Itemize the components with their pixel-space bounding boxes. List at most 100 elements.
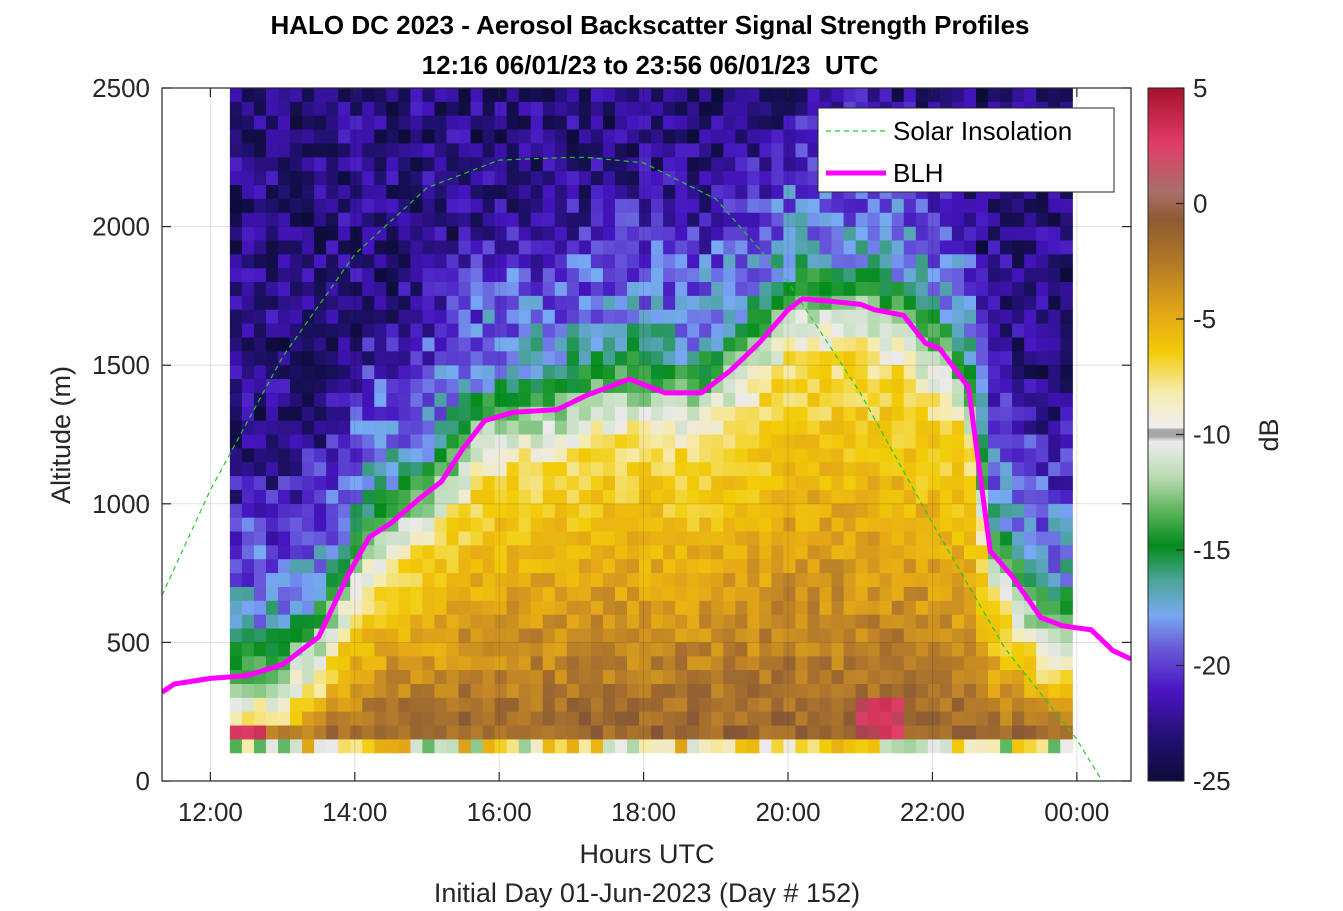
heatmap-cell [374, 406, 387, 421]
heatmap-cell [795, 614, 809, 629]
heatmap-cell [290, 711, 303, 726]
heatmap-cell [951, 738, 965, 754]
heatmap-cell [783, 392, 797, 407]
heatmap-cell [590, 724, 604, 740]
heatmap-cell [675, 336, 688, 352]
heatmap-cell [711, 433, 724, 449]
heatmap-cell [915, 295, 929, 310]
heatmap-cell [939, 641, 953, 657]
heatmap-cell [843, 253, 857, 269]
heatmap-cell [819, 586, 833, 601]
heatmap-cell [253, 683, 267, 698]
heatmap-cell [891, 627, 905, 643]
heatmap-cell [1024, 88, 1037, 102]
heatmap-cell [229, 600, 243, 615]
heatmap-cell [566, 669, 580, 684]
heatmap-cell [241, 420, 255, 435]
heatmap-cell [1048, 239, 1061, 255]
heatmap-cell [723, 198, 736, 213]
heatmap-cell [651, 364, 664, 380]
heatmap-cell [446, 627, 460, 643]
heatmap-cell [687, 544, 700, 560]
heatmap-cell [434, 142, 448, 158]
heatmap-cell [362, 655, 375, 671]
heatmap-cell [939, 88, 953, 102]
heatmap-cell [939, 697, 953, 712]
heatmap-cell [819, 697, 833, 712]
heatmap-cell [795, 669, 809, 684]
heatmap-cell [470, 475, 484, 490]
heatmap-cell [627, 655, 640, 671]
heatmap-cell [687, 295, 700, 310]
heatmap-cell [891, 600, 905, 615]
heatmap-cell [241, 683, 255, 698]
heatmap-cell [422, 572, 436, 587]
heatmap-cell [338, 530, 351, 546]
heatmap-cell [891, 226, 905, 241]
heatmap-cell [614, 711, 628, 726]
heatmap-cell [807, 115, 821, 130]
heatmap-cell [699, 586, 712, 601]
heatmap-cell [831, 475, 845, 490]
heatmap-cell [891, 572, 905, 587]
heatmap-cell [1024, 350, 1037, 366]
heatmap-cell [915, 378, 929, 393]
heatmap-cell [302, 406, 315, 421]
heatmap-cell [976, 392, 989, 407]
heatmap-cell [951, 641, 965, 657]
heatmap-cell [422, 711, 436, 726]
heatmap-cell [795, 697, 809, 712]
heatmap-cell [290, 323, 303, 338]
heatmap-cell [362, 323, 375, 338]
heatmap-cell [807, 142, 821, 158]
heatmap-cell [229, 378, 243, 393]
heatmap-cell [362, 586, 375, 601]
heatmap-cell [1024, 475, 1037, 490]
heatmap-cell [771, 489, 785, 504]
heatmap-cell [278, 433, 291, 449]
heatmap-cell [759, 309, 773, 324]
heatmap-cell [542, 156, 556, 172]
heatmap-cell [542, 309, 556, 324]
heatmap-cell [602, 724, 616, 740]
heatmap-cell [687, 724, 700, 740]
heatmap-cell [374, 544, 387, 560]
heatmap-cell [290, 364, 303, 380]
heatmap-cell [290, 281, 303, 296]
heatmap-cell [446, 655, 460, 671]
heatmap-cell [988, 724, 1001, 740]
heatmap-cell [711, 101, 724, 116]
heatmap-cell [699, 711, 712, 726]
heatmap-cell [518, 724, 532, 740]
heatmap-cell [350, 101, 363, 116]
heatmap-cell [326, 142, 339, 158]
heatmap-cell [482, 489, 496, 504]
heatmap-cell [458, 212, 472, 227]
heatmap-cell [602, 655, 616, 671]
heatmap-cell [518, 586, 532, 601]
heatmap-cell [735, 212, 748, 227]
heatmap-cell [374, 350, 387, 366]
heatmap-cell [867, 586, 881, 601]
heatmap-cell [398, 572, 411, 587]
heatmap-cell [590, 198, 604, 213]
heatmap-cell [602, 406, 616, 421]
heatmap-cell [1048, 433, 1061, 449]
heatmap-cell [590, 669, 604, 684]
heatmap-cell [759, 142, 773, 158]
heatmap-cell [927, 350, 941, 366]
heatmap-cell [422, 406, 436, 421]
heatmap-cell [578, 461, 592, 477]
heatmap-cell [1024, 669, 1037, 684]
heatmap-cell [747, 101, 760, 116]
heatmap-cell [326, 530, 339, 546]
heatmap-cell [988, 378, 1001, 393]
heatmap-cell [386, 655, 399, 671]
heatmap-cell [783, 614, 797, 629]
heatmap-cell [434, 420, 448, 435]
heatmap-cell [639, 447, 652, 463]
heatmap-cell [350, 683, 363, 698]
heatmap-cell [265, 350, 279, 366]
heatmap-cell [229, 101, 243, 116]
heatmap-cell [241, 128, 255, 144]
